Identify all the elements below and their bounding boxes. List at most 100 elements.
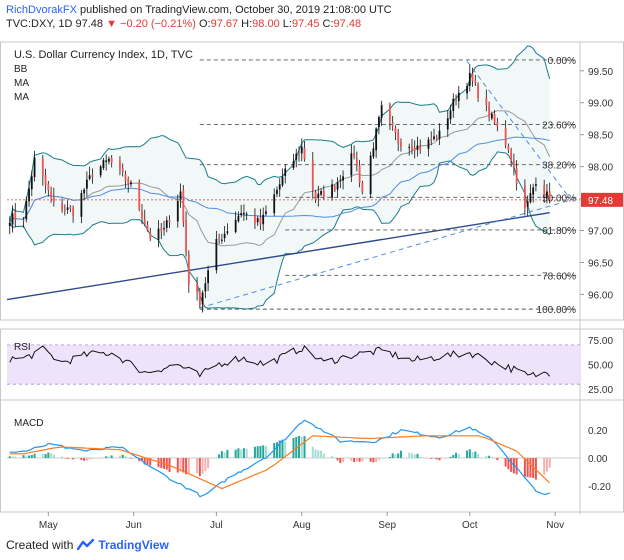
candle-body (358, 165, 361, 184)
candle-body (377, 117, 380, 128)
macd-histogram-bar (331, 456, 334, 458)
tradingview-brand[interactable]: TradingView (98, 538, 169, 552)
macd-histogram-bar (507, 458, 510, 470)
macd-histogram-bar (262, 445, 265, 458)
candle-body (234, 219, 237, 233)
macd-histogram-bar (88, 458, 91, 460)
candle-body (389, 103, 391, 122)
candle-body (372, 148, 375, 157)
candle-body (488, 105, 490, 118)
macd-histogram-bar (198, 458, 201, 477)
candle-body (50, 191, 52, 198)
candle-body (477, 84, 479, 99)
candle-body (143, 218, 146, 225)
macd-histogram-bar (353, 458, 356, 463)
macd-tick-label: 0.00 (588, 454, 608, 465)
candle-body (256, 218, 259, 223)
macd-histogram-bar (339, 458, 342, 464)
footer: Created with TradingView (6, 538, 169, 552)
macd-histogram-bar (127, 457, 130, 458)
macd-histogram-bar (143, 458, 146, 465)
candle-body (339, 180, 342, 182)
macd-histogram-bar (545, 458, 548, 472)
candle-body (380, 105, 383, 118)
price-pane: 96.0096.5097.0097.5098.0098.5099.0099.50… (0, 41, 624, 514)
candle-body (259, 217, 262, 225)
candle-body (292, 161, 295, 168)
macd-histogram-bar (52, 454, 55, 458)
macd-histogram-bar (28, 455, 31, 458)
candle-body (28, 188, 30, 202)
macd-histogram-bar (242, 448, 245, 458)
macd-histogram-bar (85, 458, 88, 461)
macd-histogram-bar (204, 458, 207, 472)
y-tick-label: 97.00 (588, 227, 613, 238)
candle-body (204, 283, 207, 292)
candle-body (474, 80, 477, 84)
candle-body (416, 145, 419, 150)
macd-pane: -0.20 0.00 0.20 (0, 399, 624, 513)
macd-histogram-bar (63, 458, 66, 459)
macd-histogram-bar (22, 455, 25, 458)
macd-histogram-bar (176, 458, 179, 473)
macd-histogram-bar (529, 458, 532, 478)
rsi-line (9, 345, 551, 378)
candle-body (176, 200, 179, 222)
candle-body (88, 175, 91, 179)
macd-histogram-bar (399, 450, 402, 458)
candle-body (369, 155, 372, 195)
candle-body (80, 193, 83, 217)
macd-histogram-bar (295, 436, 298, 458)
macd-histogram-bar (223, 452, 226, 458)
macd-histogram-bar (237, 448, 240, 458)
macd-histogram-bar (452, 454, 455, 458)
fib-level-label: 38.20% (542, 161, 576, 172)
macd-histogram-bar (490, 456, 493, 458)
candle-body (108, 158, 110, 162)
y-tick-label: 99.50 (588, 67, 613, 78)
fib-level-label: 78.60% (542, 271, 576, 282)
macd-histogram-bar (432, 458, 435, 459)
macd-histogram-bar (471, 452, 474, 458)
candle-body (127, 178, 130, 185)
candle-body (411, 145, 413, 150)
macd-histogram-bar (121, 454, 124, 458)
candle-body (532, 187, 535, 195)
candle-body (220, 239, 223, 241)
candle-body (471, 73, 474, 82)
macd-histogram-bar (410, 453, 413, 458)
macd-histogram-bar (474, 451, 477, 458)
candle-body (419, 146, 422, 151)
macd-histogram-bar (446, 458, 449, 459)
macd-histogram-bar (264, 445, 267, 458)
macd-histogram-bar (477, 453, 480, 458)
macd-histogram-bar (284, 441, 287, 458)
candle-body (455, 98, 457, 101)
candle-body (391, 122, 394, 127)
macd-histogram-bar (515, 458, 518, 475)
chart-title: U.S. Dollar Currency Index, 1D, TVC (14, 49, 193, 61)
macd-histogram-bar (124, 455, 127, 458)
macd-histogram-bar (149, 458, 152, 466)
candle-body (187, 254, 190, 285)
candle-body (526, 201, 529, 208)
macd-histogram-bar (377, 458, 380, 460)
candle-body (165, 220, 168, 228)
x-tick-label: Jun (126, 520, 142, 531)
fib-level-label: 23.60% (542, 120, 576, 131)
candle-body (25, 201, 28, 220)
candle-body (47, 183, 50, 191)
macd-histogram-bar (110, 455, 113, 458)
macd-histogram-bar (510, 458, 513, 472)
y-tick-label: 96.50 (588, 258, 613, 269)
macd-histogram-bar (427, 458, 430, 459)
x-tick-label: Oct (462, 520, 478, 531)
candle-body (485, 97, 488, 106)
rsi-pane: 25.00 50.00 75.00 (0, 328, 624, 401)
rsi-tick-label: 50.00 (588, 361, 613, 372)
macd-histogram-bar (391, 453, 394, 458)
macd-histogram-bar (534, 458, 537, 480)
macd-histogram-bar (397, 453, 400, 458)
chart-canvas[interactable]: 96.0096.5097.0097.5098.0098.5099.0099.50… (0, 34, 624, 534)
author-link[interactable]: RichDvorakFX (6, 4, 77, 16)
